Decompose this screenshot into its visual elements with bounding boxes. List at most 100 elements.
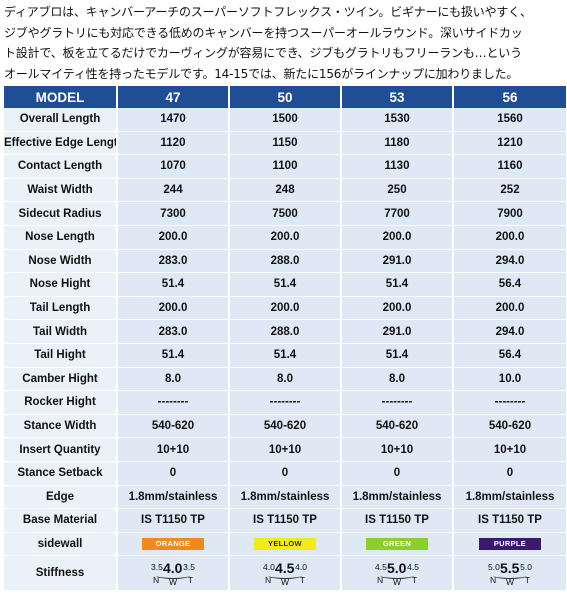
spec-value: 540-620 [454, 414, 566, 439]
spec-label: Camber Hight [4, 367, 118, 392]
spec-value: 10+10 [454, 438, 566, 462]
spec-label: Stance Setback [4, 461, 118, 486]
spec-label: Nose Hight [4, 273, 118, 297]
size-header: 47 [118, 86, 230, 108]
sidewall-cell: ORANGE [118, 532, 230, 557]
spec-value: 1.8mm/stainless [230, 485, 342, 510]
spec-label: Nose Width [4, 249, 118, 274]
spec-value: 244 [118, 178, 230, 203]
spec-row: Camber Hight 8.0 8.0 8.0 10.0 [4, 367, 566, 392]
spec-row: Overall Length 1470 1500 1530 1560 [4, 108, 566, 132]
spec-value: 288.0 [230, 249, 342, 274]
spec-label: Overall Length [4, 108, 118, 132]
model-header: MODEL [4, 86, 118, 108]
sidewall-cell: PURPLE [454, 532, 566, 557]
spec-value: 200.0 [118, 296, 230, 321]
stiffness-waist-value: 5.0 [387, 560, 407, 577]
stiffness-nose-value: 4.5 [375, 562, 387, 573]
sidewall-row: sidewall ORANGE YELLOW GREEN PURPLE [4, 532, 566, 557]
stiffness-nose-letter: N [377, 575, 384, 586]
spec-value: 200.0 [342, 225, 454, 250]
spec-label: Edge [4, 485, 118, 510]
size-header: 56 [454, 86, 566, 108]
stiffness-tail-value: 3.5 [183, 562, 195, 573]
spec-label: Rocker Hight [4, 391, 118, 415]
stiffness-arc [380, 572, 414, 580]
intro-line: ジブやグラトリにも対応できる低めのキャンバーを持つスーパーオールラウンド。深いサ… [4, 25, 523, 40]
spec-label: Insert Quantity [4, 438, 118, 462]
spec-value: 1.8mm/stainless [118, 485, 230, 510]
stiffness-nose-letter: N [265, 575, 272, 586]
spec-row: Edge 1.8mm/stainless 1.8mm/stainless 1.8mm/… [4, 485, 566, 510]
stiffness-cell: 4.5 5.0 4.5 N W T [342, 556, 454, 592]
spec-row: Stance Width 540-620 540-620 540-620 540-620 [4, 414, 566, 439]
intro-line: オールマイティ性を持ったモデルです。14-15では、新たに156がラインナップに… [4, 66, 519, 81]
spec-value: 10+10 [230, 438, 342, 462]
stiffness-waist-letter: W [281, 577, 290, 588]
spec-value: 252 [454, 178, 566, 203]
stiffness-arc [156, 572, 190, 580]
spec-value: 56.4 [454, 343, 566, 368]
stiffness-arc [268, 572, 302, 580]
spec-value: 248 [230, 178, 342, 203]
intro-line: ト設計で、板を立てるだけでカーヴィングが容易にでき、ジブもグラトリもフリーランも… [4, 46, 522, 61]
sidewall-cell: GREEN [342, 532, 454, 557]
spec-value: 291.0 [342, 320, 454, 344]
spec-row: Tail Length 200.0 200.0 200.0 200.0 [4, 296, 566, 321]
spec-value: 56.4 [454, 273, 566, 297]
spec-row: Effective Edge Length 1120 1150 1180 1210 [4, 131, 566, 156]
spec-label: Base Material [4, 509, 118, 533]
spec-value: 294.0 [454, 320, 566, 344]
sidewall-cell: YELLOW [230, 532, 342, 557]
spec-value: 200.0 [342, 296, 454, 321]
spec-label: Tail Width [4, 320, 118, 344]
stiffness-tail-letter: T [299, 575, 305, 586]
spec-value: 10+10 [118, 438, 230, 462]
spec-value: 51.4 [230, 273, 342, 297]
spec-value: 200.0 [454, 225, 566, 250]
spec-value: 200.0 [230, 296, 342, 321]
size-header: 50 [230, 86, 342, 108]
size-header: 53 [342, 86, 454, 108]
spec-value: -------- [454, 391, 566, 415]
spec-value: 1100 [230, 155, 342, 179]
spec-value: IS T1150 TP [118, 509, 230, 533]
spec-row: Stance Setback 0 0 0 0 [4, 461, 566, 486]
spec-value: 51.4 [118, 273, 230, 297]
spec-value: 283.0 [118, 249, 230, 274]
stiffness-tail-letter: T [187, 575, 193, 586]
spec-label: Tail Hight [4, 343, 118, 368]
intro-text: ディアブロは、キャンバーアーチのスーパーソフトフレックス・ツイン。ビギナーにも扱… [4, 2, 566, 84]
spec-value: 7500 [230, 202, 342, 226]
spec-row: Tail Width 283.0 288.0 291.0 294.0 [4, 320, 566, 344]
spec-row: Rocker Hight -------- -------- -------- ----… [4, 391, 566, 415]
sidewall-color-swatch: ORANGE [142, 537, 204, 550]
stiffness-diagram: 5.0 5.5 5.0 N W T [488, 558, 532, 588]
spec-value: 1120 [118, 131, 230, 156]
stiffness-cell: 5.0 5.5 5.0 N W T [454, 556, 566, 592]
spec-label: Stance Width [4, 414, 118, 439]
spec-value: 540-620 [230, 414, 342, 439]
stiffness-nose-value: 4.0 [263, 562, 275, 573]
stiffness-diagram: 4.0 4.5 4.0 N W T [263, 558, 307, 588]
spec-value: 1530 [342, 108, 454, 132]
stiffness-arc [493, 572, 527, 580]
spec-value: 540-620 [118, 414, 230, 439]
spec-value: 8.0 [230, 367, 342, 392]
stiffness-tail-value: 4.5 [407, 562, 419, 573]
stiffness-nose-value: 5.0 [488, 562, 500, 573]
sidewall-label: sidewall [4, 532, 118, 557]
spec-value: 1.8mm/stainless [454, 485, 566, 510]
spec-row: Sidecut Radius 7300 7500 7700 7900 [4, 202, 566, 226]
spec-value: 200.0 [230, 225, 342, 250]
spec-value: 10+10 [342, 438, 454, 462]
spec-value: 1.8mm/stainless [342, 485, 454, 510]
spec-value: 294.0 [454, 249, 566, 274]
spec-label: Nose Length [4, 225, 118, 250]
stiffness-waist-letter: W [169, 577, 178, 588]
spec-value: 1150 [230, 131, 342, 156]
spec-value: 291.0 [342, 249, 454, 274]
spec-label: Sidecut Radius [4, 202, 118, 226]
spec-row: Nose Hight 51.4 51.4 51.4 56.4 [4, 273, 566, 297]
spec-value: 51.4 [230, 343, 342, 368]
